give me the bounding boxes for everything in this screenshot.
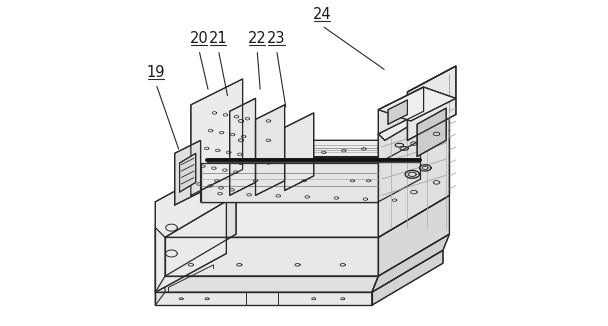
Polygon shape: [378, 87, 456, 121]
Polygon shape: [155, 228, 165, 305]
Text: 19: 19: [147, 65, 165, 80]
Polygon shape: [165, 195, 449, 237]
Polygon shape: [255, 105, 285, 195]
Polygon shape: [201, 141, 240, 202]
Text: 22: 22: [247, 31, 266, 46]
Polygon shape: [388, 100, 407, 124]
Polygon shape: [201, 163, 378, 202]
Polygon shape: [155, 276, 378, 292]
Text: 21: 21: [209, 31, 227, 46]
Text: 24: 24: [313, 7, 331, 22]
Polygon shape: [179, 153, 196, 192]
Polygon shape: [174, 141, 201, 205]
Polygon shape: [378, 87, 424, 134]
Polygon shape: [378, 141, 420, 202]
Polygon shape: [372, 250, 443, 305]
Polygon shape: [201, 141, 420, 163]
Polygon shape: [155, 163, 226, 292]
Polygon shape: [165, 237, 378, 276]
Text: 23: 23: [268, 31, 286, 46]
Text: 20: 20: [190, 31, 209, 46]
Polygon shape: [417, 108, 446, 156]
Polygon shape: [407, 66, 456, 92]
Polygon shape: [155, 292, 372, 305]
Polygon shape: [407, 66, 456, 141]
Polygon shape: [230, 98, 255, 195]
Polygon shape: [191, 79, 243, 195]
Polygon shape: [378, 92, 449, 237]
Polygon shape: [378, 92, 456, 141]
Polygon shape: [372, 234, 449, 292]
Polygon shape: [165, 195, 236, 276]
Polygon shape: [378, 195, 449, 276]
Polygon shape: [285, 113, 314, 190]
Polygon shape: [201, 163, 378, 202]
